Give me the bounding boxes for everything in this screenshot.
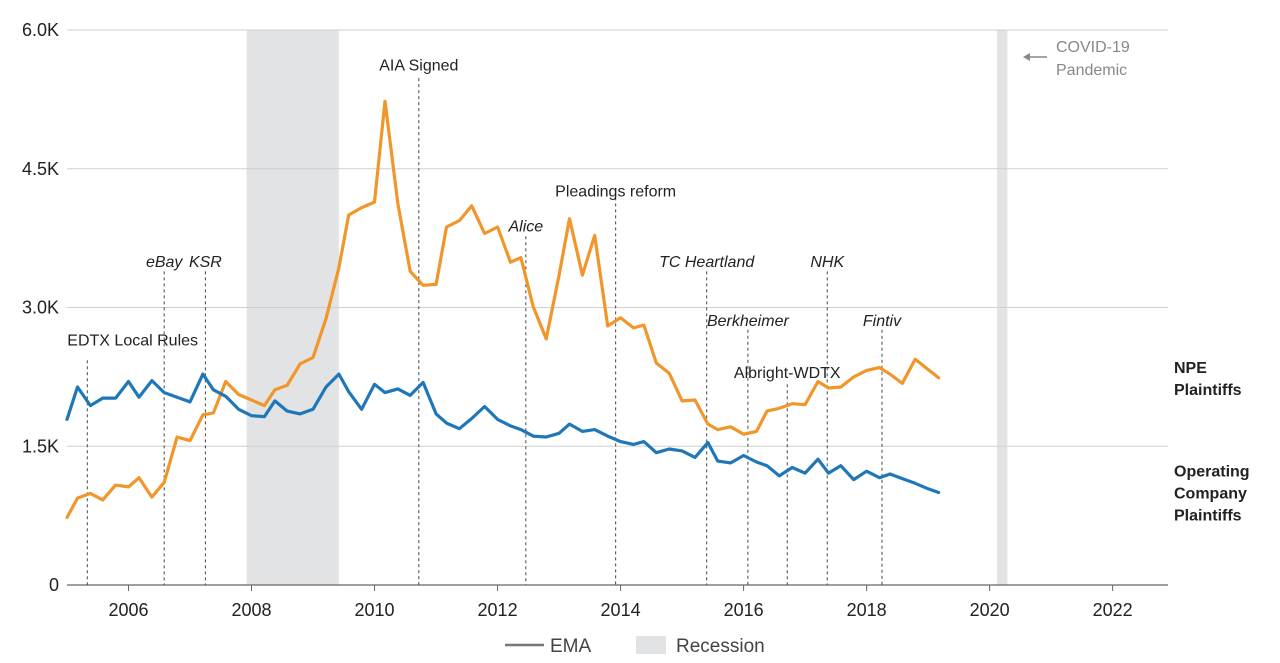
covid-annotation: COVID-19 Pandemic bbox=[1023, 39, 1130, 79]
series-label-1-line-0: Operating bbox=[1174, 464, 1250, 481]
x-tick-label-1: 2008 bbox=[232, 600, 272, 620]
axes: 0 1.5K 3.0K 4.5K 6.0K 2006 2008 2010 2012 2014 201… bbox=[22, 20, 1133, 620]
covid-label-line2: Pandemic bbox=[1056, 62, 1127, 79]
series-label-1-line-2: Plaintiffs bbox=[1174, 508, 1242, 525]
legend-ema-label: EMA bbox=[550, 636, 592, 657]
legend-recession-swatch bbox=[636, 636, 666, 654]
event-markers: EDTX Local Rules eBay KSR AIA Signed Alice Pl… bbox=[67, 58, 902, 585]
event-label-1: eBay bbox=[146, 254, 183, 271]
series-line-0 bbox=[65, 99, 941, 520]
x-tick-label-3: 2012 bbox=[478, 600, 518, 620]
event-label-6: TC Heartland bbox=[659, 254, 755, 271]
event-label-10: Fintiv bbox=[863, 313, 902, 330]
series-label-0-line-0: NPE bbox=[1174, 360, 1207, 377]
x-tick-label-8: 2022 bbox=[1093, 600, 1133, 620]
event-label-9: NHK bbox=[810, 254, 845, 271]
event-label-2: KSR bbox=[189, 254, 222, 271]
event-label-5: Pleadings reform bbox=[555, 184, 676, 201]
event-label-7: Berkheimer bbox=[707, 313, 789, 330]
y-tick-label-0: 0 bbox=[49, 575, 59, 595]
grid bbox=[67, 29, 1168, 586]
series-labels: NPE Plaintiffs Operating Company Plaintiffs bbox=[1174, 360, 1250, 525]
x-tick-label-0: 2006 bbox=[108, 600, 148, 620]
y-tick-label-1: 1.5K bbox=[22, 436, 59, 456]
legend: EMA Recession bbox=[505, 636, 765, 657]
covid-label-line1: COVID-19 bbox=[1056, 39, 1130, 56]
covid-arrow-head bbox=[1023, 53, 1030, 61]
x-tick-label-5: 2016 bbox=[724, 600, 764, 620]
series-line-1 bbox=[65, 372, 941, 495]
series-label-1-line-1: Company bbox=[1174, 486, 1247, 503]
series-label-0-line-1: Plaintiffs bbox=[1174, 382, 1242, 399]
x-tick-label-2: 2010 bbox=[355, 600, 395, 620]
event-label-4: Alice bbox=[508, 219, 544, 236]
y-tick-label-3: 4.5K bbox=[22, 159, 59, 179]
series-lines bbox=[65, 99, 941, 520]
legend-recession-label: Recession bbox=[676, 636, 765, 657]
event-label-0: EDTX Local Rules bbox=[67, 332, 198, 349]
y-tick-label-2: 3.0K bbox=[22, 298, 59, 318]
event-label-8: Albright-WDTX bbox=[734, 365, 841, 382]
event-label-3: AIA Signed bbox=[379, 58, 458, 75]
x-tick-label-6: 2018 bbox=[847, 600, 887, 620]
y-tick-label-4: 6.0K bbox=[22, 20, 59, 40]
x-tick-label-4: 2014 bbox=[601, 600, 641, 620]
x-tick-label-7: 2020 bbox=[970, 600, 1010, 620]
